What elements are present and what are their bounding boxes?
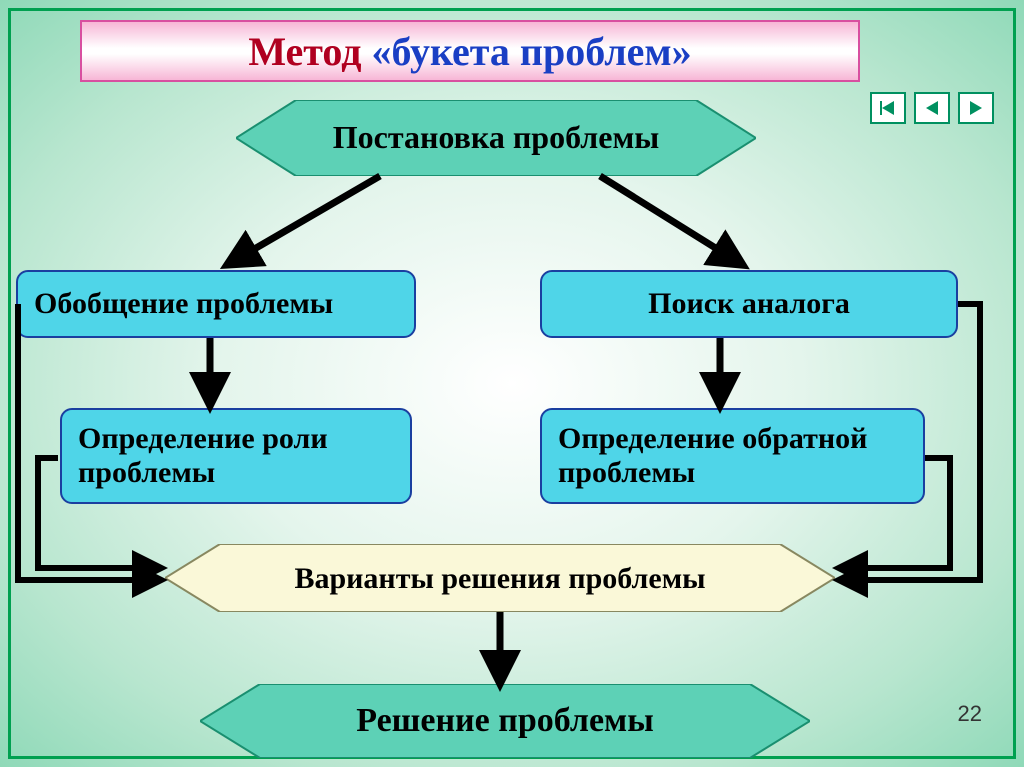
node-label: Варианты решения проблемы xyxy=(264,562,735,595)
node-label: Постановка проблемы xyxy=(303,120,689,155)
arrows-layer xyxy=(0,0,1024,767)
node-label: Решение проблемы xyxy=(326,702,684,739)
